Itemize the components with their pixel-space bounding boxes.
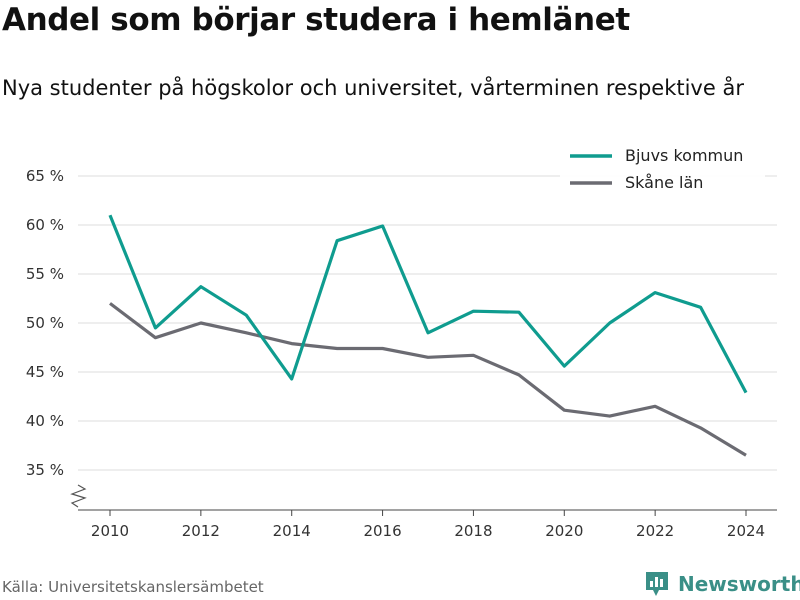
x-tick-label: 2024 — [727, 522, 765, 540]
y-tick-label: 35 % — [26, 461, 64, 479]
brand-name: Newsworthy — [678, 572, 800, 596]
x-axis — [70, 484, 777, 511]
brand-logo: Newsworthy — [644, 570, 800, 598]
x-tick-label: 2020 — [545, 522, 583, 540]
y-tick-label: 40 % — [26, 412, 64, 430]
grid-lines — [78, 175, 777, 471]
x-tick-label: 2018 — [454, 522, 492, 540]
y-tick-label: 60 % — [26, 216, 64, 234]
y-tick-label: 45 % — [26, 363, 64, 381]
x-tick-label: 2012 — [182, 522, 220, 540]
legend-label: Bjuvs kommun — [625, 146, 743, 165]
legend-label: Skåne län — [625, 173, 703, 192]
line-chart: 35 %40 %45 %50 %55 %60 %65 % 2010 2012 201… — [25, 138, 777, 540]
x-tick-label: 2016 — [363, 522, 401, 540]
x-axis-ticks: 2010 2012 2014 2016 2018 2020 2022 2024 — [91, 510, 765, 540]
series-line-bjuvs-kommun — [108, 214, 748, 394]
y-tick-label: 50 % — [26, 314, 64, 332]
brand-chart-icon — [646, 572, 668, 596]
y-axis-ticks: 35 % 40 % 45 % 50 % 55 % 60 % 65 % — [26, 167, 64, 479]
x-tick-label: 2022 — [636, 522, 674, 540]
chart-subtitle: Nya studenter på högskolor och universit… — [2, 76, 744, 100]
chart-title: Andel som börjar studera i hemlänet — [2, 2, 630, 38]
series-lines — [108, 214, 748, 457]
source-note: Källa: Universitetskanslersämbetet — [2, 578, 264, 596]
y-tick-label: 65 % — [26, 167, 64, 185]
x-tick-label: 2014 — [273, 522, 311, 540]
y-tick-label: 55 % — [26, 265, 64, 283]
legend: Bjuvs kommun Skåne län — [560, 138, 765, 196]
legend-background — [560, 138, 765, 196]
x-tick-label: 2010 — [91, 522, 129, 540]
series-line-sk-ne-l-n — [109, 302, 747, 457]
axis-break-icon — [70, 484, 87, 508]
